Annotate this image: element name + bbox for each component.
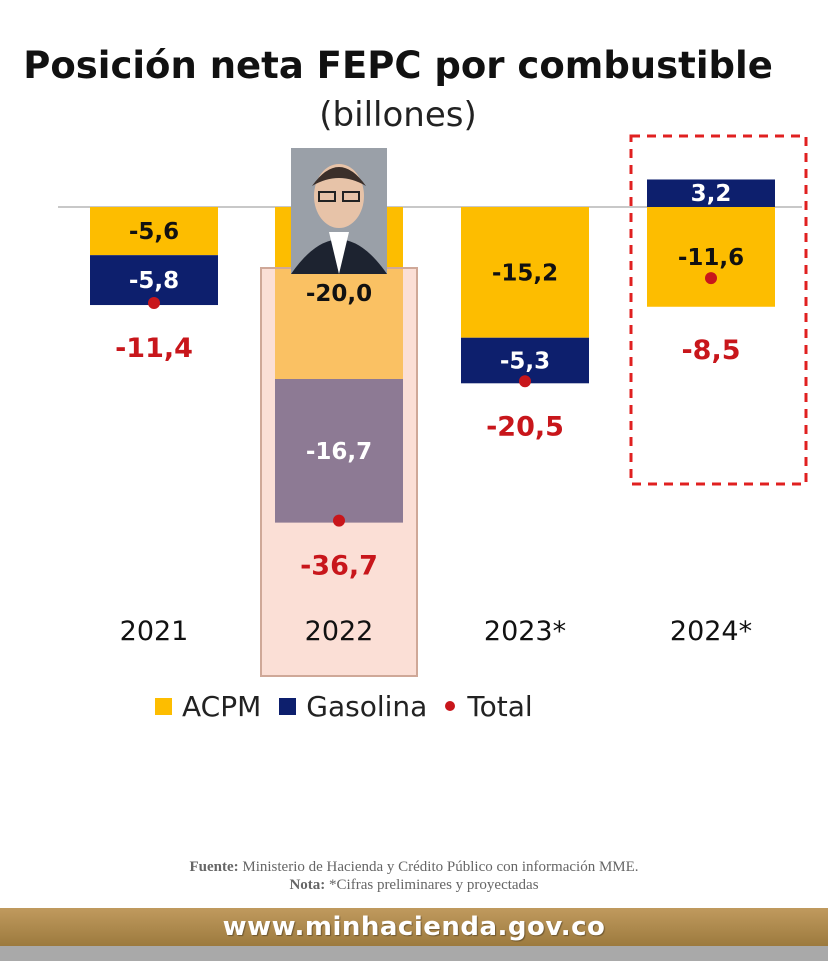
chart-title: Posición neta FEPC por combustible <box>23 44 773 87</box>
total-dot-2022 <box>333 514 345 527</box>
legend-swatch-gasolina <box>279 697 297 715</box>
legend-label-acpm: ACPM <box>182 689 262 723</box>
legend-item-acpm: ACPM <box>155 690 261 723</box>
photo-glasses-right <box>342 191 360 202</box>
chart: Posición neta FEPC por combustible (bill… <box>23 44 808 677</box>
source-text: Ministerio de Hacienda y Crédito Público… <box>242 859 639 875</box>
source-line: Fuente: Ministerio de Hacienda y Crédito… <box>0 858 828 876</box>
label-acpm-2022: -20,0 <box>306 281 372 307</box>
photo-face <box>314 164 364 228</box>
source-note: Fuente: Ministerio de Hacienda y Crédito… <box>0 858 828 894</box>
legend-label-gasolina: Gasolina <box>306 689 428 723</box>
bar-gasolina-2024* <box>647 179 775 207</box>
label-acpm-2024*: -11,6 <box>678 245 744 271</box>
legend-item-gasolina: Gasolina <box>279 690 427 723</box>
x-tick-2022: 2022 <box>305 616 374 647</box>
photo-hair <box>312 167 366 186</box>
note-label: Nota: <box>289 877 326 893</box>
person-photo-icon <box>291 148 387 274</box>
photo-glasses-left <box>318 191 336 202</box>
x-tick-2021: 2021 <box>120 616 189 647</box>
note-text: *Cifras preliminares y proyectadas <box>329 877 539 893</box>
photo-shirt <box>329 232 349 274</box>
legend-label-total: Total <box>467 689 533 723</box>
label-gasolina-2024*: 3,2 <box>691 181 732 207</box>
highlight-box-2024 <box>629 134 808 486</box>
total-dot-2023* <box>519 375 531 388</box>
total-dot-2024* <box>705 272 717 285</box>
footer-grey-strip <box>0 946 828 961</box>
label-gasolina-2023*: -5,3 <box>500 349 550 375</box>
bar-acpm-2023* <box>461 207 589 338</box>
legend: ACPM Gasolina Total <box>155 686 615 726</box>
overlay-panel-2022 <box>260 267 418 677</box>
bar-acpm-2024* <box>647 207 775 307</box>
total-dot-2021 <box>148 297 160 310</box>
overlay-layer <box>260 134 808 677</box>
legend-item-total: Total <box>445 689 533 723</box>
x-tick-2024*: 2024* <box>670 616 752 647</box>
total-label-2022: -36,7 <box>300 551 378 582</box>
note-line: Nota: *Cifras preliminares y proyectadas <box>0 876 828 894</box>
bar-acpm-2021 <box>90 207 218 256</box>
total-label-2024*: -8,5 <box>681 335 740 366</box>
total-label-2021: -11,4 <box>115 333 193 364</box>
legend-dot-total <box>445 701 456 711</box>
label-acpm-2023*: -15,2 <box>492 260 558 286</box>
chart-subtitle: (billones) <box>319 95 476 135</box>
label-gasolina-2022: -16,7 <box>306 439 372 465</box>
bar-gasolina-2021 <box>90 255 218 306</box>
x-tick-2023*: 2023* <box>484 616 566 647</box>
label-gasolina-2021: -5,8 <box>129 268 179 294</box>
total-label-2023*: -20,5 <box>486 411 564 442</box>
footer-band: www.minhacienda.gov.co <box>0 908 828 946</box>
label-acpm-2021: -5,6 <box>129 219 179 245</box>
chart-title-group: Posición neta FEPC por combustible (bill… <box>23 44 773 135</box>
legend-swatch-acpm <box>155 697 172 715</box>
source-label: Fuente: <box>189 859 239 875</box>
labels: -5,6 -5,8 -11,4 2021 -20,0 -16,7 -36,7 2022 -15,… <box>115 181 752 647</box>
footer-url[interactable]: www.minhacienda.gov.co <box>222 912 606 942</box>
